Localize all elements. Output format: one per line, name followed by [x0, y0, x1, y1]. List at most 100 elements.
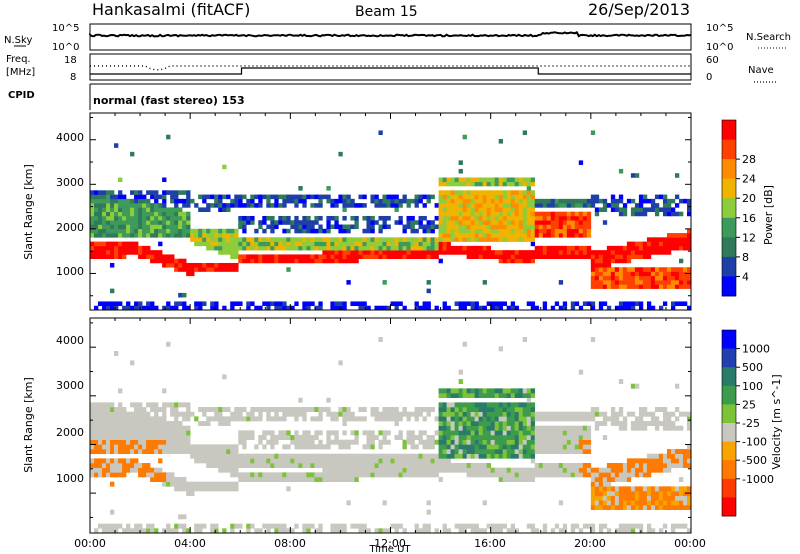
velocity-cell [106, 467, 111, 473]
velocity-cell [362, 528, 367, 534]
velocity-cell [218, 481, 223, 487]
velocity-cell [346, 411, 351, 417]
velocity-cell [366, 528, 371, 534]
power-cell [450, 194, 455, 200]
power-cell [138, 245, 143, 251]
velocity-cell [102, 411, 107, 417]
power-cell [194, 267, 199, 272]
power-cell [474, 190, 479, 195]
velocity-cell [346, 472, 351, 478]
velocity-cell [546, 463, 552, 468]
power-cell [534, 245, 540, 251]
velocity-cell [366, 463, 371, 468]
velocity-cell [442, 439, 447, 445]
power-cell [294, 258, 299, 264]
power-cell [114, 305, 119, 311]
velocity-cell [474, 430, 479, 436]
velocity-cell [158, 444, 163, 450]
power-cell [122, 245, 127, 251]
velocity-cell [130, 402, 135, 408]
power-cell [522, 228, 528, 234]
velocity-cell [454, 411, 459, 417]
power-cell [386, 198, 391, 204]
velocity-cell [262, 458, 267, 464]
power-cell [110, 305, 115, 311]
velocity-cell [610, 421, 616, 426]
power-cell [298, 224, 303, 230]
power-cell [634, 241, 640, 247]
velocity-cell [334, 477, 339, 482]
power-cell [190, 267, 195, 272]
velocity-cell [406, 439, 411, 445]
velocity-cell [614, 472, 620, 478]
power-cell [158, 233, 163, 238]
power-cell [282, 215, 287, 221]
power-cell [158, 215, 163, 221]
power-cell [250, 245, 255, 251]
velocity-cell [350, 411, 355, 417]
power-cell [502, 190, 507, 195]
velocity-cell [626, 486, 632, 492]
velocity-cell [514, 421, 520, 426]
power-cell [634, 207, 640, 212]
velocity-cell [662, 458, 668, 464]
velocity-cell [534, 463, 540, 468]
velocity-cell [518, 425, 524, 431]
velocity-cell [478, 416, 483, 422]
velocity-cell [490, 416, 495, 422]
power-cell [646, 198, 652, 204]
power-cell [614, 198, 620, 204]
velocity-cell [186, 407, 191, 413]
velocity-cell [662, 500, 668, 506]
velocity-cell [434, 439, 439, 445]
velocity-cell [578, 369, 584, 375]
velocity-cell [94, 411, 99, 417]
power-cell [570, 224, 576, 230]
velocity-cell [258, 472, 263, 478]
velocity-cell [582, 444, 588, 450]
velocity-cell [474, 449, 479, 454]
power-cell [358, 241, 363, 247]
power-cell [218, 203, 223, 208]
power-cell [590, 194, 596, 200]
velocity-cell [318, 444, 323, 450]
power-cell [262, 254, 267, 259]
velocity-cell [638, 467, 644, 473]
velocity-cell [674, 458, 680, 464]
velocity-cell [530, 472, 536, 478]
velocity-cell [446, 421, 451, 426]
power-cell [474, 211, 479, 217]
velocity-cell [290, 411, 295, 417]
velocity-cell [530, 439, 536, 445]
power-cell [430, 224, 435, 230]
power-cell [474, 198, 479, 204]
power-cell [290, 245, 295, 251]
power-cell [102, 203, 107, 208]
power-cell [578, 245, 584, 251]
velocity-cell [494, 472, 499, 478]
velocity-cell [218, 421, 223, 426]
power-cell [590, 198, 596, 204]
power-cell [174, 305, 179, 311]
power-cell [390, 194, 395, 200]
velocity-cell [586, 430, 592, 436]
velocity-cell [122, 411, 127, 417]
power-cell [366, 228, 371, 234]
velocity-cell [310, 416, 315, 422]
power-cell [114, 220, 119, 225]
velocity-cell [170, 425, 175, 431]
power-cell [454, 198, 459, 204]
power-cell [422, 194, 427, 200]
power-cell [502, 215, 507, 221]
velocity-cell [334, 472, 339, 478]
power-cell [554, 224, 560, 230]
velocity-cell [382, 458, 387, 464]
velocity-cell [278, 458, 283, 464]
velocity-cell [498, 346, 503, 352]
power-cell [474, 305, 479, 311]
power-cell [106, 190, 111, 195]
velocity-cell [438, 477, 443, 482]
power-cell [422, 301, 427, 307]
velocity-cell [274, 523, 279, 529]
velocity-cell [130, 430, 135, 436]
